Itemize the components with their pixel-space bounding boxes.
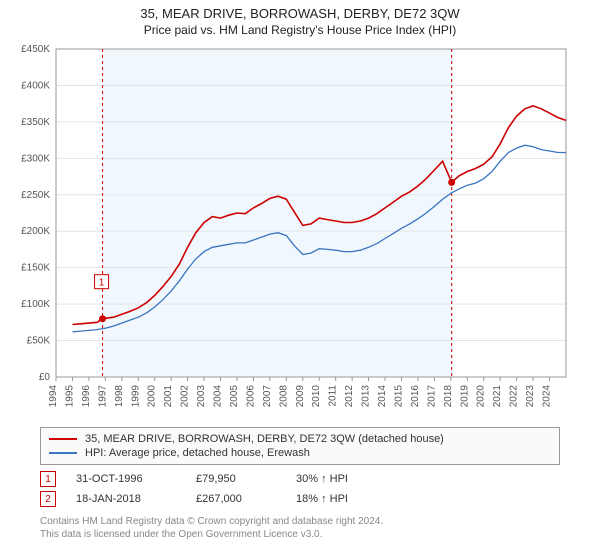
svg-text:£400K: £400K <box>21 80 50 91</box>
svg-text:2005: 2005 <box>229 385 240 408</box>
svg-text:2006: 2006 <box>245 385 256 408</box>
legend: 35, MEAR DRIVE, BORROWASH, DERBY, DE72 3… <box>40 427 560 465</box>
legend-label: HPI: Average price, detached house, Erew… <box>85 447 310 459</box>
svg-text:£100K: £100K <box>21 299 50 310</box>
transaction-date: 18-JAN-2018 <box>76 493 176 505</box>
transaction-delta: 30% ↑ HPI <box>296 473 396 485</box>
chart-canvas: £0 £50K £100K £150K £200K £250K £300K £350K £400… <box>10 43 570 413</box>
svg-text:£450K: £450K <box>21 44 50 55</box>
chart-titles: 35, MEAR DRIVE, BORROWASH, DERBY, DE72 3… <box>0 0 600 37</box>
transaction-row: 1 31-OCT-1996 £79,950 30% ↑ HPI <box>40 469 560 489</box>
transaction-table: 1 31-OCT-1996 £79,950 30% ↑ HPI 2 18-JAN-2018… <box>40 469 560 509</box>
transaction-row: 2 18-JAN-2018 £267,000 18% ↑ HPI <box>40 489 560 509</box>
svg-text:2007: 2007 <box>262 385 273 408</box>
transaction-date: 31-OCT-1996 <box>76 473 176 485</box>
svg-text:£200K: £200K <box>21 226 50 237</box>
svg-text:2004: 2004 <box>213 385 224 408</box>
svg-text:2018: 2018 <box>443 385 454 408</box>
svg-text:2000: 2000 <box>147 385 158 408</box>
svg-text:2017: 2017 <box>426 385 437 408</box>
svg-text:2003: 2003 <box>196 385 207 408</box>
svg-text:2022: 2022 <box>509 385 520 408</box>
svg-text:2020: 2020 <box>476 385 487 408</box>
footer-line-2: This data is licensed under the Open Gov… <box>40 528 560 541</box>
svg-text:£150K: £150K <box>21 263 50 274</box>
svg-text:2016: 2016 <box>410 385 421 408</box>
svg-text:2001: 2001 <box>163 385 174 408</box>
transaction-badge: 2 <box>40 491 56 507</box>
svg-text:2009: 2009 <box>295 385 306 408</box>
svg-text:1995: 1995 <box>64 385 75 408</box>
svg-text:2023: 2023 <box>525 385 536 408</box>
legend-label: 35, MEAR DRIVE, BORROWASH, DERBY, DE72 3… <box>85 433 444 445</box>
svg-text:1: 1 <box>99 278 105 289</box>
chart-title: 35, MEAR DRIVE, BORROWASH, DERBY, DE72 3… <box>0 6 600 21</box>
legend-row: 35, MEAR DRIVE, BORROWASH, DERBY, DE72 3… <box>49 432 551 446</box>
svg-text:2021: 2021 <box>492 385 503 408</box>
svg-text:2024: 2024 <box>542 385 553 408</box>
transaction-delta: 18% ↑ HPI <box>296 493 396 505</box>
svg-text:2002: 2002 <box>180 385 191 408</box>
transaction-price: £79,950 <box>196 473 276 485</box>
svg-text:2013: 2013 <box>361 385 372 408</box>
svg-text:£50K: £50K <box>27 336 51 347</box>
svg-text:2011: 2011 <box>328 385 339 407</box>
chart-subtitle: Price paid vs. HM Land Registry's House … <box>0 23 600 37</box>
svg-text:1998: 1998 <box>114 385 125 408</box>
svg-text:2008: 2008 <box>278 385 289 408</box>
svg-text:£250K: £250K <box>21 190 50 201</box>
svg-text:1999: 1999 <box>130 385 141 408</box>
price-chart: £0 £50K £100K £150K £200K £250K £300K £350K £400… <box>10 43 590 423</box>
svg-text:£0: £0 <box>39 372 51 383</box>
svg-text:1994: 1994 <box>48 385 59 408</box>
svg-text:2012: 2012 <box>344 385 355 408</box>
svg-text:2014: 2014 <box>377 385 388 408</box>
svg-text:2015: 2015 <box>393 385 404 408</box>
footer-line-1: Contains HM Land Registry data © Crown c… <box>40 515 560 528</box>
svg-text:£350K: £350K <box>21 117 50 128</box>
svg-text:1997: 1997 <box>97 385 108 408</box>
svg-text:2010: 2010 <box>311 385 322 408</box>
svg-text:£300K: £300K <box>21 153 50 164</box>
legend-swatch <box>49 452 77 454</box>
transaction-price: £267,000 <box>196 493 276 505</box>
svg-text:2019: 2019 <box>459 385 470 408</box>
transaction-badge: 1 <box>40 471 56 487</box>
footer-attribution: Contains HM Land Registry data © Crown c… <box>40 515 560 541</box>
legend-swatch <box>49 438 77 440</box>
legend-row: HPI: Average price, detached house, Erew… <box>49 446 551 460</box>
svg-text:1996: 1996 <box>81 385 92 408</box>
